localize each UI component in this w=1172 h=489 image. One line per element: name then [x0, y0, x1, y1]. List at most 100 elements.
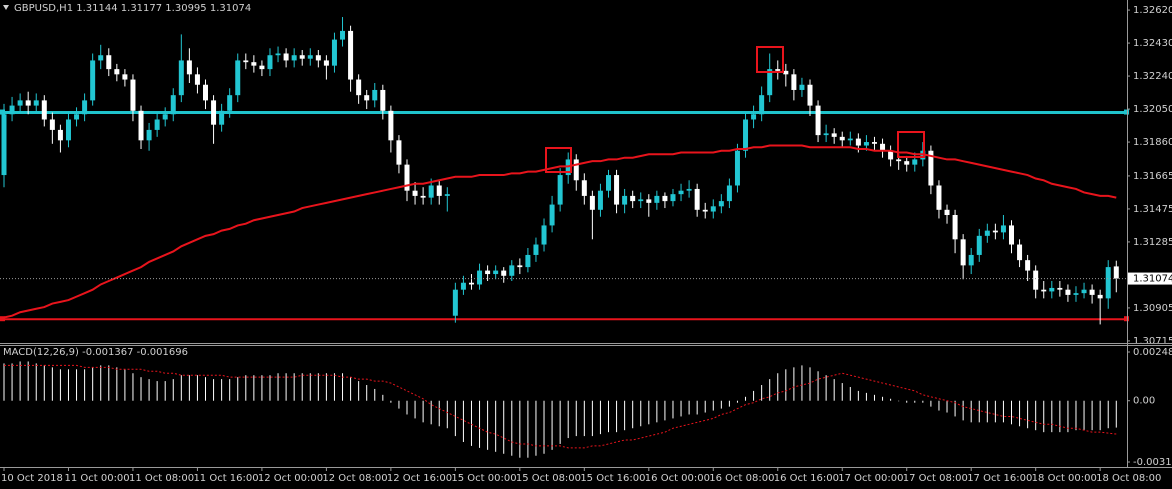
candle-body	[525, 254, 531, 268]
histogram-bar	[817, 371, 819, 401]
histogram-bar	[180, 375, 182, 401]
candle-body	[154, 119, 160, 130]
candle-body	[364, 95, 370, 101]
histogram-bar	[422, 400, 424, 423]
histogram-bar	[503, 400, 505, 454]
histogram-bar	[583, 400, 585, 437]
candle-body	[726, 185, 732, 202]
histogram-bar	[84, 369, 86, 401]
histogram-bar	[76, 369, 78, 401]
histogram-bar	[406, 400, 408, 415]
histogram-bar	[108, 365, 110, 401]
candle-body	[396, 140, 402, 165]
histogram-bar	[954, 400, 956, 417]
candle-body	[82, 100, 88, 115]
histogram-bar	[914, 400, 916, 403]
histogram-bar	[495, 400, 497, 452]
candle-body	[460, 282, 466, 290]
candle-body	[751, 114, 757, 120]
histogram-bar	[680, 400, 682, 417]
histogram-bar	[527, 400, 529, 458]
histogram-bar	[430, 400, 432, 425]
candle-body	[904, 161, 910, 165]
histogram-bar	[632, 400, 634, 429]
candle-body	[823, 133, 829, 136]
candle-body	[670, 194, 676, 202]
histogram-bar	[857, 390, 859, 401]
candle-body	[98, 55, 104, 61]
annotation-box	[545, 147, 572, 173]
histogram-bar	[293, 373, 295, 401]
candle-body	[1025, 260, 1031, 271]
candle-body	[219, 110, 225, 125]
candle-body	[1033, 270, 1039, 290]
candle-body	[541, 225, 547, 245]
candle-body	[509, 265, 515, 276]
histogram-bar	[801, 365, 803, 401]
histogram-bar	[809, 367, 811, 401]
histogram-bar	[535, 400, 537, 456]
moving-average-line	[3, 144, 1117, 319]
candle-body	[1009, 225, 1014, 245]
x-tick-label: 16 Oct 16:00	[774, 473, 839, 484]
candle-body	[444, 194, 450, 196]
histogram-bar	[301, 373, 303, 401]
histogram-bar	[100, 365, 102, 401]
candle-body	[831, 133, 837, 137]
candle-body	[170, 95, 176, 115]
y-tick-label: 1.32430	[1133, 38, 1172, 49]
annotation-box	[897, 131, 925, 158]
histogram-bar	[156, 381, 158, 401]
x-tick-label: 15 Oct 08:00	[516, 473, 581, 484]
histogram-bar	[777, 373, 779, 401]
candle-body	[791, 74, 797, 90]
x-tick-label: 17 Oct 00:00	[838, 473, 903, 484]
histogram-bar	[712, 400, 714, 411]
signal-line	[4, 364, 1117, 449]
candle-body	[646, 199, 652, 203]
histogram-bar	[567, 400, 569, 439]
y-tick-label: 1.30715	[1133, 336, 1172, 347]
candle-body	[936, 185, 942, 210]
histogram-bar	[704, 400, 706, 413]
histogram-bar	[11, 363, 13, 401]
histogram-bar	[1002, 400, 1004, 423]
histogram-bar	[462, 400, 464, 442]
candle-body	[267, 55, 273, 70]
histogram-bar	[890, 398, 892, 401]
candle-body	[1049, 287, 1055, 292]
histogram-bar	[1043, 400, 1045, 433]
histogram-bar	[205, 377, 206, 401]
histogram-bar	[1067, 400, 1069, 433]
candle-body	[468, 282, 474, 285]
histogram-bar	[92, 367, 94, 401]
candle-body	[404, 164, 410, 191]
y-tick-label: 1.31665	[1133, 171, 1172, 182]
horizontal-line-handle	[1124, 109, 1129, 115]
indicator-title: MACD(12,26,9) -0.001367 -0.001696	[3, 347, 188, 358]
candle-body	[501, 270, 507, 276]
histogram-bar	[1091, 400, 1093, 431]
histogram-bar	[1075, 400, 1077, 431]
histogram-bar	[962, 400, 964, 421]
candle-body	[952, 215, 958, 240]
candle-body	[976, 235, 982, 255]
histogram-bar	[59, 369, 61, 401]
candle-body	[57, 129, 63, 141]
x-tick-label: 17 Oct 08:00	[903, 473, 968, 484]
histogram-bar	[358, 381, 360, 401]
candle-body	[960, 239, 966, 266]
candle-body	[235, 60, 241, 96]
candle-body	[557, 175, 563, 205]
histogram-bar	[19, 361, 21, 401]
histogram-bar	[986, 400, 988, 423]
x-tick-label: 11 Oct 16:00	[193, 473, 258, 484]
histogram-bar	[1107, 400, 1109, 429]
histogram-bar	[906, 400, 908, 403]
histogram-bar	[994, 400, 996, 423]
candle-body	[428, 185, 434, 198]
histogram-bar	[519, 400, 521, 458]
candle-body	[9, 105, 15, 115]
histogram-bar	[946, 400, 948, 413]
